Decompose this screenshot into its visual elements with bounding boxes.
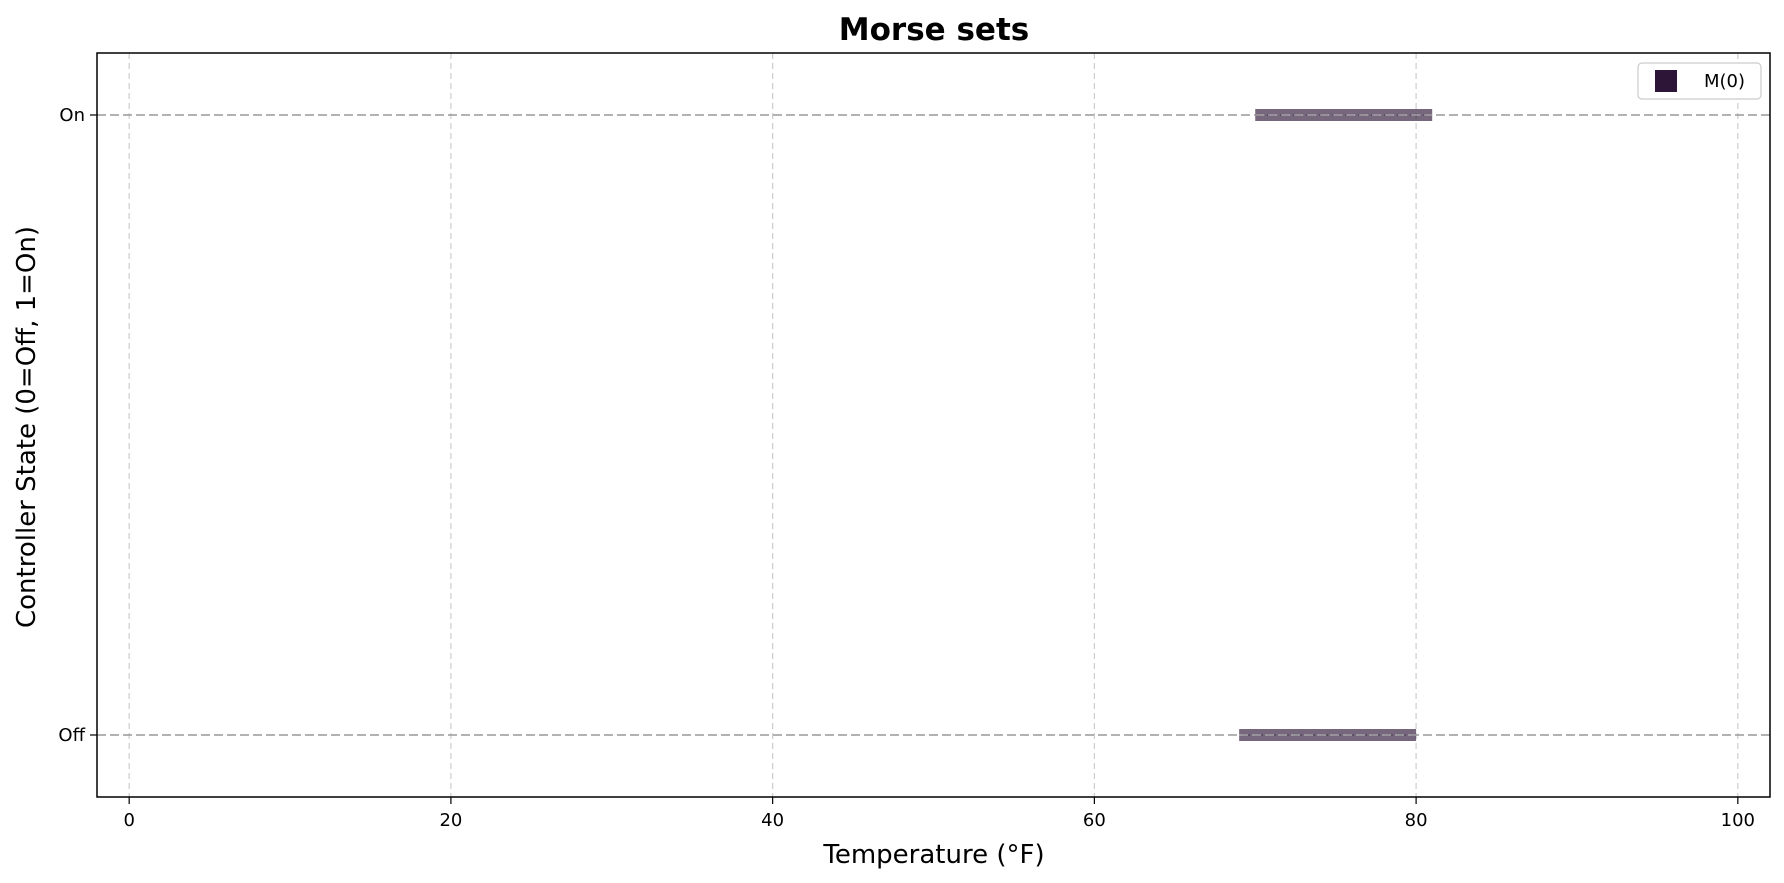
x-axis-ticks: 0 20 40 60 80 100 [123,797,1755,831]
x-tick-label: 80 [1405,810,1428,831]
y-axis-ticks: Off On [58,105,97,746]
grid-lines [128,53,1739,797]
x-tick-label: 0 [123,810,134,831]
state-reference-lines [97,114,1770,736]
chart-title: Morse sets [839,12,1029,48]
x-axis-label: Temperature (°F) [822,840,1044,870]
legend-swatch [1655,70,1677,92]
y-tick-label: Off [58,725,85,746]
y-axis-label: Controller State (0=Off, 1=On) [12,226,42,628]
plot-frame [96,52,1771,798]
x-tick-label: 60 [1083,810,1106,831]
x-tick-label: 40 [761,810,784,831]
x-tick-label: 20 [439,810,462,831]
interval-bar [1239,729,1417,741]
x-tick-label: 100 [1721,810,1755,831]
legend-label: M(0) [1704,71,1745,92]
interval-bar [1255,109,1433,121]
y-tick-label: On [59,105,85,126]
interval-bars [1239,109,1433,741]
legend: M(0) [1637,62,1762,100]
